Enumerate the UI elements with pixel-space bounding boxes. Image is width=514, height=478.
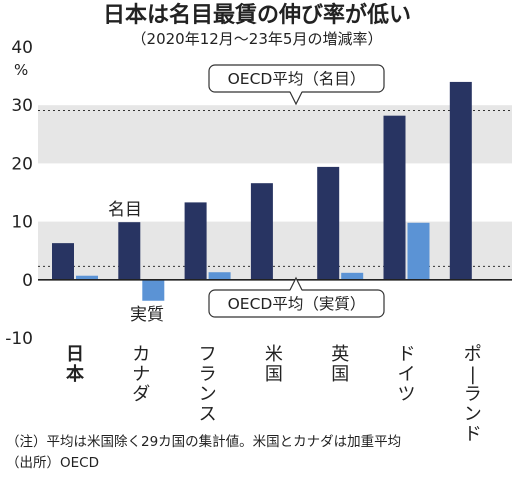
y-axis-unit: % — [14, 61, 28, 79]
reference-lines — [38, 109, 512, 267]
bar-nominal — [449, 81, 472, 280]
callout: OECD平均（名目） — [208, 64, 385, 106]
y-tick-label: 10 — [11, 213, 33, 233]
series-label-nominal: 名目 — [108, 200, 142, 220]
y-tick-label: 30 — [11, 96, 33, 116]
bar-real — [76, 275, 98, 280]
category-label: 英国 — [331, 344, 349, 385]
bar-real — [142, 279, 165, 301]
callout-label: OECD平均（実質） — [228, 295, 366, 313]
category-label: フランス — [199, 344, 217, 425]
y-tick-label: -10 — [5, 329, 33, 349]
y-tick-label: 40 — [11, 38, 33, 58]
grid-bands — [38, 105, 512, 280]
category-labels: 日本 カナダ フランス 米国 英国 ドイツ ポ|ランド — [66, 344, 482, 445]
chart-subtitle: （2020年12月～23年5月の増減率） — [132, 30, 383, 48]
callout: OECD平均（実質） — [208, 276, 385, 318]
bar-real — [208, 272, 231, 280]
bars — [52, 81, 472, 301]
y-axis-ticks: 40 30 20 10 0 -10 — [5, 38, 33, 349]
bar-nominal — [383, 115, 406, 280]
chart-title: 日本は名目最賃の伸び率が低い — [103, 2, 411, 28]
category-label: 米国 — [265, 344, 283, 385]
y-tick-label: 20 — [11, 154, 33, 174]
bar-real — [341, 272, 364, 280]
note: （注）平均は米国除く29カ国の集計値。米国とカナダは加重平均 — [6, 434, 401, 450]
bar-nominal — [118, 222, 141, 280]
grid-band — [38, 105, 512, 164]
category-label: カナダ — [132, 344, 150, 405]
series-label-real: 実質 — [130, 305, 164, 325]
category-label: 日本 — [66, 344, 84, 385]
bar-nominal — [317, 166, 340, 280]
grid-band — [38, 221, 512, 280]
callout-label: OECD平均（名目） — [228, 70, 366, 88]
source: （出所）OECD — [6, 455, 99, 471]
category-label: ポ|ランド — [464, 344, 482, 445]
bar-nominal — [184, 202, 207, 280]
bar-real — [407, 222, 430, 280]
callouts: OECD平均（名目） OECD平均（実質） — [208, 64, 385, 318]
y-tick-label: 0 — [22, 271, 33, 291]
bar-nominal — [250, 183, 273, 280]
category-label: ドイツ — [398, 344, 416, 405]
bar-nominal — [52, 243, 74, 280]
